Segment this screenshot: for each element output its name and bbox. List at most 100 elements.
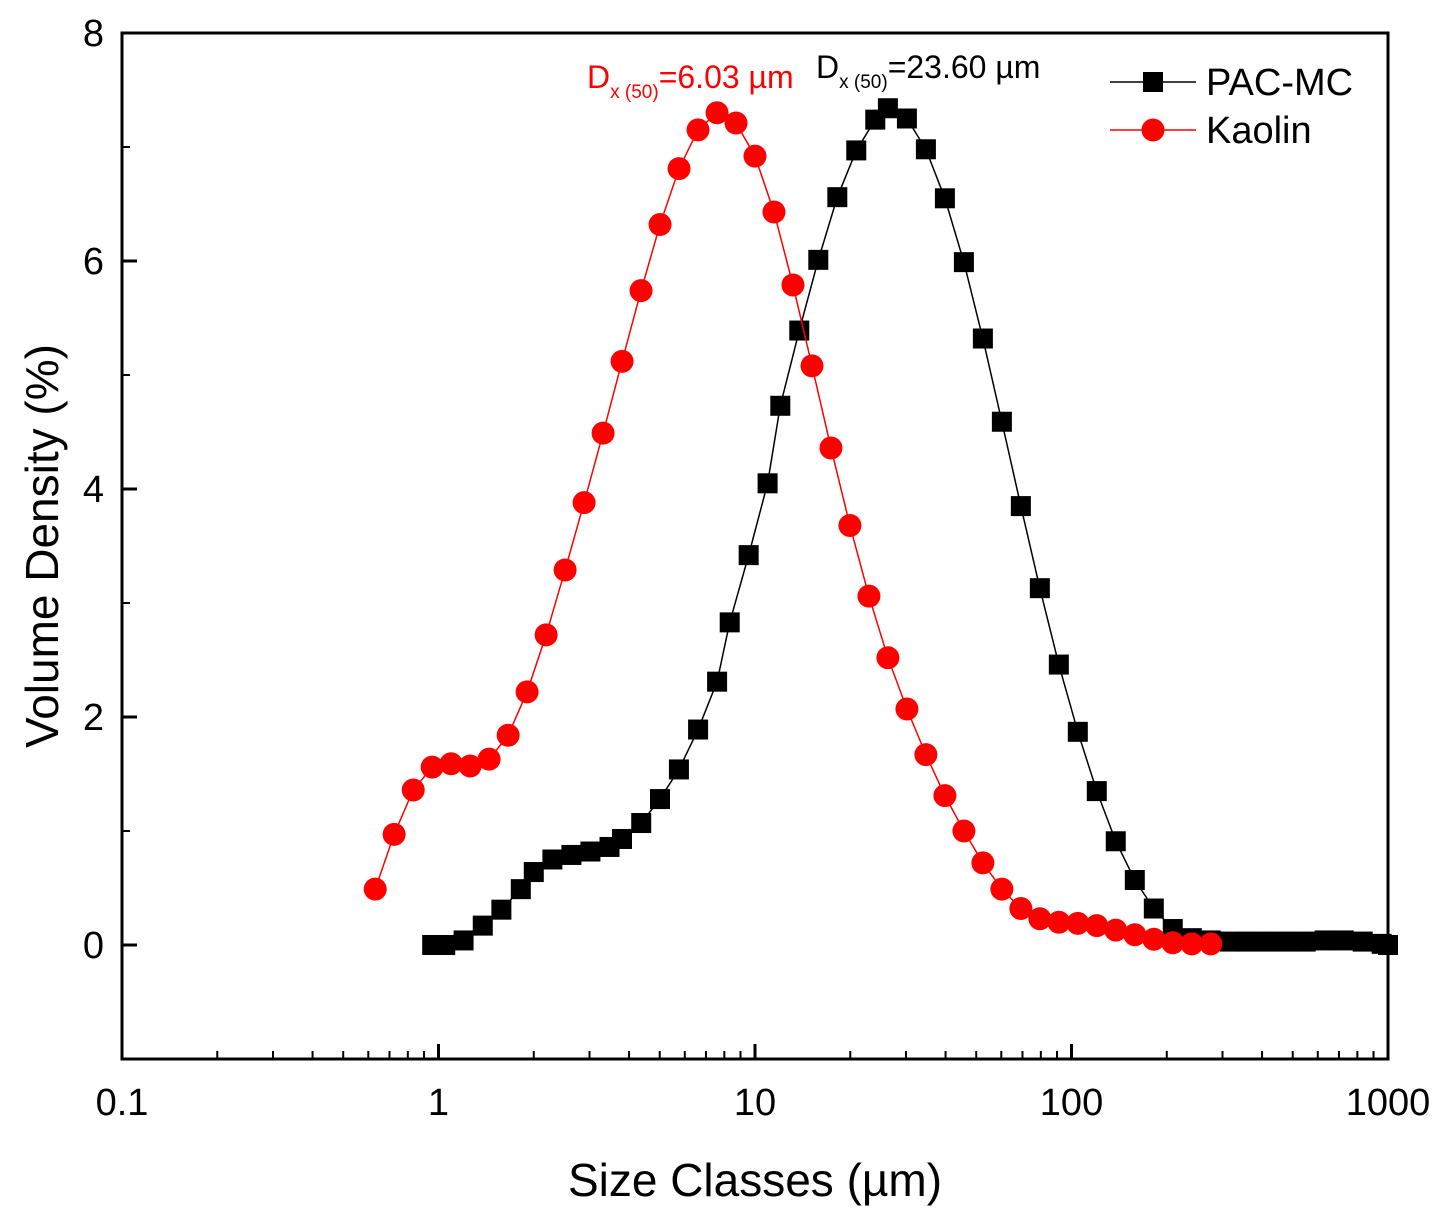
annotation-kaolin-value: =6.03 µm <box>659 59 794 95</box>
data-point-kaolin <box>648 213 672 237</box>
annotation-kaolin-prefix: D <box>587 59 610 95</box>
data-point-kaolin <box>1199 932 1223 956</box>
data-point-kaolin <box>724 111 748 135</box>
annotation-kaolin-d50: Dx (50)=6.03 µm <box>587 59 794 103</box>
data-point-pac-mc <box>757 473 778 494</box>
data-point-pac-mc <box>1295 931 1316 952</box>
data-point-pac-mc <box>953 252 974 273</box>
data-point-pac-mc <box>808 249 829 270</box>
axis-ticks <box>120 31 1390 1059</box>
data-point-pac-mc <box>789 320 810 341</box>
legend-marker-pacmc <box>1143 72 1163 92</box>
data-point-pac-mc <box>1029 578 1050 599</box>
data-point-pac-mc <box>1143 898 1164 919</box>
annotation-kaolin-subscript: x (50) <box>610 82 659 103</box>
y-axis-title: Volume Density (%) <box>16 344 68 748</box>
data-point-kaolin <box>895 697 919 721</box>
data-point-kaolin <box>762 200 786 224</box>
data-point-pac-mc <box>561 844 582 865</box>
data-point-pac-mc <box>1314 930 1335 951</box>
data-point-pac-mc <box>1086 781 1107 802</box>
data-point-kaolin <box>914 743 938 767</box>
legend-label-kaolin: Kaolin <box>1206 110 1312 152</box>
data-point-pac-mc <box>934 188 955 209</box>
data-point-kaolin <box>1161 931 1185 955</box>
data-point-kaolin <box>401 778 425 802</box>
data-point-pac-mc <box>846 140 867 161</box>
data-point-kaolin <box>515 680 539 704</box>
data-point-pac-mc <box>1257 931 1278 952</box>
axis-tick-labels: 0.1 1 10 100 1000 0 2 4 6 8 <box>83 13 1430 1124</box>
data-point-kaolin <box>1009 897 1033 921</box>
data-point-kaolin <box>572 491 596 515</box>
data-point-kaolin <box>952 819 976 843</box>
data-point-kaolin <box>553 558 577 582</box>
series-line-pac-mc <box>432 107 1389 946</box>
data-point-pac-mc <box>896 108 917 129</box>
data-point-kaolin <box>496 723 520 747</box>
data-point-kaolin <box>1047 910 1071 934</box>
annotation-pacmc-subscript: x (50) <box>839 72 888 93</box>
y-tick-label: 8 <box>83 13 104 55</box>
data-point-kaolin <box>990 877 1014 901</box>
data-point-pac-mc <box>668 759 689 780</box>
data-point-pac-mc <box>738 545 759 566</box>
annotation-pacmc-prefix: D <box>816 49 839 85</box>
data-point-kaolin <box>819 436 843 460</box>
data-point-kaolin <box>876 646 900 670</box>
data-point-kaolin <box>458 754 482 778</box>
data-point-pac-mc <box>719 612 740 633</box>
data-point-kaolin <box>781 273 805 297</box>
data-point-pac-mc <box>770 395 791 416</box>
x-tick-label: 0.1 <box>96 1082 149 1124</box>
series-line-kaolin <box>374 111 1211 945</box>
y-tick-label: 4 <box>83 469 104 511</box>
data-point-pac-mc <box>1124 870 1145 891</box>
data-point-kaolin <box>933 784 957 808</box>
data-point-pac-mc <box>1048 654 1069 675</box>
data-point-pac-mc <box>1067 721 1088 742</box>
data-point-kaolin <box>1142 927 1166 951</box>
data-point-kaolin <box>667 157 691 181</box>
data-point-kaolin <box>629 279 653 303</box>
data-point-pac-mc <box>453 930 474 951</box>
data-point-kaolin <box>1123 923 1147 947</box>
data-point-pac-mc <box>542 849 563 870</box>
data-point-kaolin <box>420 755 444 779</box>
data-point-pac-mc <box>510 879 531 900</box>
data-point-pac-mc <box>1333 930 1354 951</box>
data-point-kaolin <box>857 584 881 608</box>
x-axis-title: Size Classes (µm) <box>568 1154 942 1206</box>
data-point-pac-mc <box>1238 931 1259 952</box>
data-point-pac-mc <box>472 915 493 936</box>
data-point-pac-mc <box>435 935 456 955</box>
data-point-pac-mc <box>827 187 848 208</box>
data-point-pac-mc <box>1219 931 1240 952</box>
data-point-kaolin <box>534 623 558 647</box>
legend-label-pacmc: PAC-MC <box>1206 62 1353 104</box>
data-point-pac-mc <box>523 862 544 883</box>
annotation-pacmc-d50: Dx (50)=23.60 µm <box>816 49 1040 93</box>
data-point-kaolin <box>838 513 862 537</box>
data-point-pac-mc <box>1378 935 1398 955</box>
data-point-pac-mc <box>707 671 728 692</box>
data-point-pac-mc <box>612 828 633 849</box>
data-point-kaolin <box>971 851 995 875</box>
data-point-kaolin <box>1104 918 1128 942</box>
legend: PAC-MC Kaolin <box>1110 62 1353 152</box>
data-point-pac-mc <box>688 719 709 740</box>
data-point-pac-mc <box>1010 496 1031 517</box>
data-point-kaolin <box>1066 911 1090 935</box>
y-tick-label: 0 <box>83 925 104 967</box>
series-layer <box>363 98 1398 956</box>
x-tick-label: 100 <box>1040 1082 1103 1124</box>
data-point-kaolin <box>743 144 767 168</box>
data-point-pac-mc <box>1105 831 1126 852</box>
data-point-kaolin <box>1028 907 1052 931</box>
data-point-kaolin <box>1180 932 1204 956</box>
data-point-pac-mc <box>649 789 670 810</box>
data-point-kaolin <box>1085 914 1109 938</box>
data-point-pac-mc <box>580 841 601 862</box>
x-tick-label: 10 <box>734 1082 776 1124</box>
